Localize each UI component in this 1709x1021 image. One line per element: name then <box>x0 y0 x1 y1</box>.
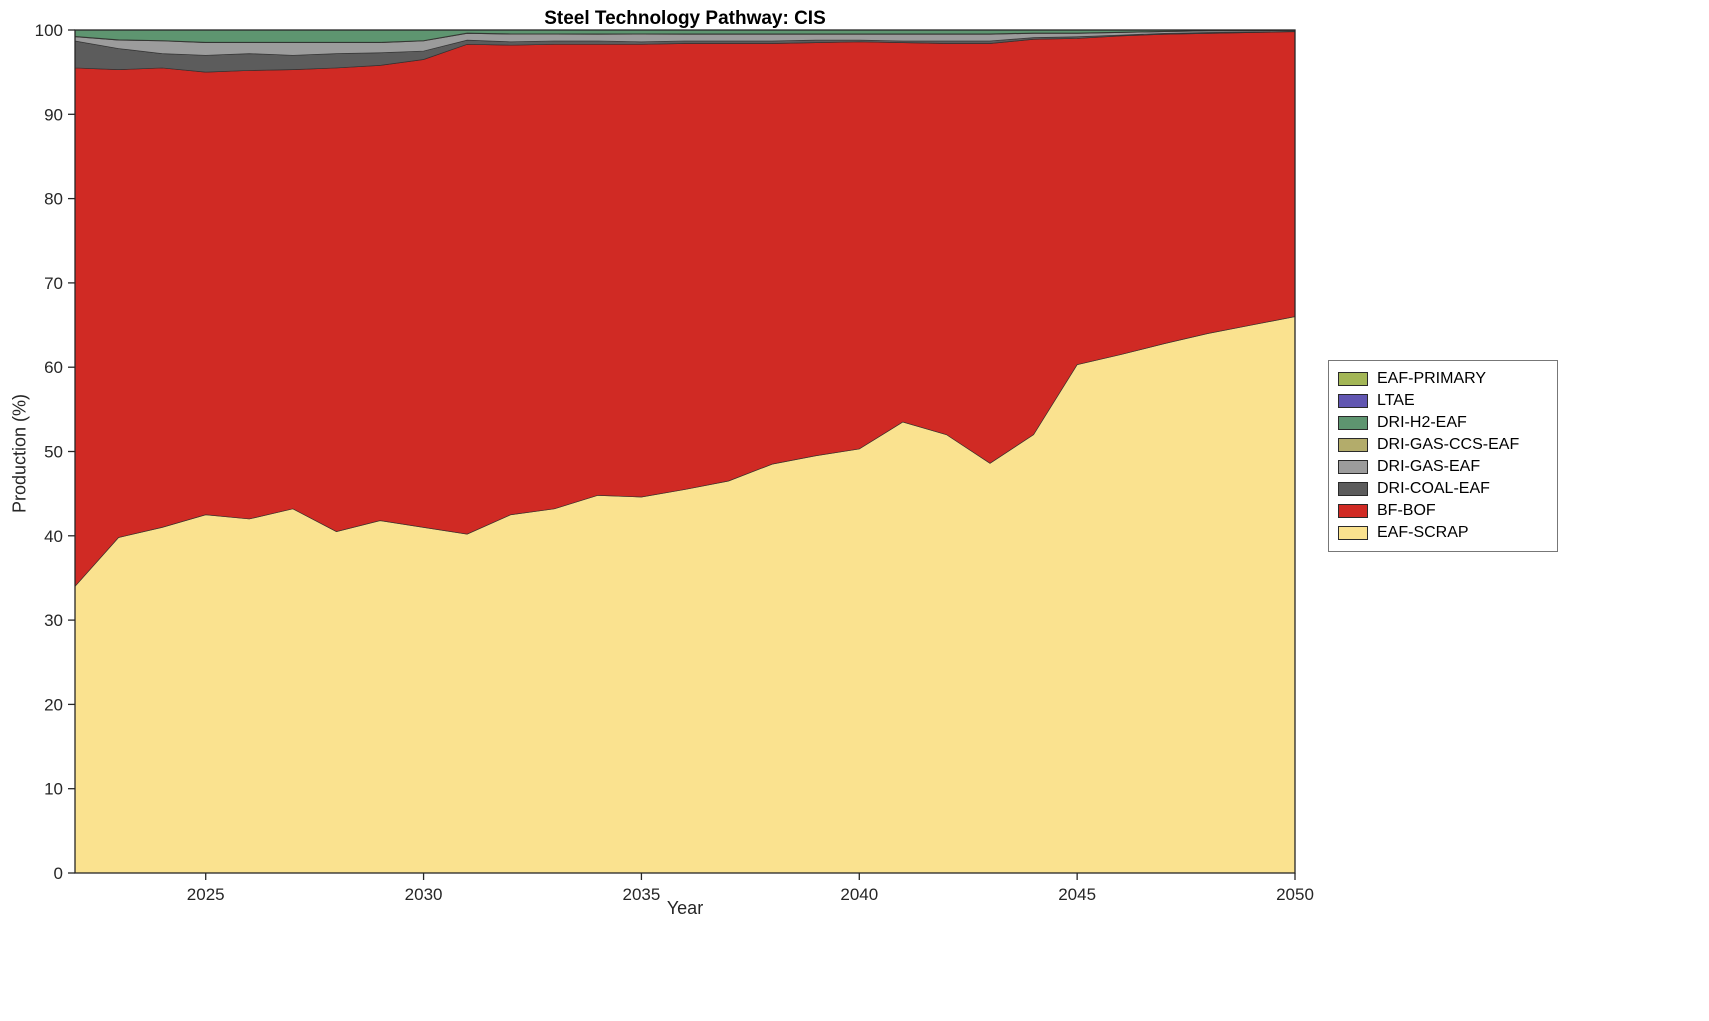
legend-swatch <box>1338 460 1368 474</box>
legend-label: DRI-GAS-EAF <box>1377 458 1481 475</box>
x-tick-label: 2050 <box>1276 885 1314 904</box>
legend-label: DRI-COAL-EAF <box>1377 480 1490 497</box>
legend-label: LTAE <box>1377 392 1415 409</box>
legend-item-ltae: LTAE <box>1338 390 1548 412</box>
legend-swatch <box>1338 438 1368 452</box>
legend-swatch <box>1338 416 1368 430</box>
x-tick-label: 2035 <box>623 885 661 904</box>
y-tick-label: 20 <box>44 695 63 714</box>
legend-item-eaf-primary: EAF-PRIMARY <box>1338 368 1548 390</box>
legend-label: EAF-PRIMARY <box>1377 370 1487 387</box>
legend-swatch <box>1338 394 1368 408</box>
legend-label: BF-BOF <box>1377 502 1436 519</box>
legend-label: DRI-H2-EAF <box>1377 414 1467 431</box>
y-tick-label: 100 <box>35 21 63 40</box>
y-tick-label: 30 <box>44 611 63 630</box>
y-tick-label: 40 <box>44 527 63 546</box>
legend-item-eaf-scrap: EAF-SCRAP <box>1338 522 1548 544</box>
legend-item-bf-bof: BF-BOF <box>1338 500 1548 522</box>
legend-swatch <box>1338 504 1368 518</box>
y-tick-label: 60 <box>44 358 63 377</box>
legend-label: DRI-GAS-CCS-EAF <box>1377 436 1520 453</box>
y-tick-label: 80 <box>44 190 63 209</box>
legend-item-dri-coal-eaf: DRI-COAL-EAF <box>1338 478 1548 500</box>
legend-item-dri-gas-eaf: DRI-GAS-EAF <box>1338 456 1548 478</box>
legend-label: EAF-SCRAP <box>1377 524 1469 541</box>
x-tick-label: 2040 <box>840 885 878 904</box>
y-axis-label: Production (%) <box>9 393 30 514</box>
x-tick-label: 2045 <box>1058 885 1096 904</box>
legend-swatch <box>1338 482 1368 496</box>
y-tick-label: 10 <box>44 780 63 799</box>
x-tick-label: 2030 <box>405 885 443 904</box>
y-tick-label: 70 <box>44 274 63 293</box>
legend-item-dri-gas-ccs-eaf: DRI-GAS-CCS-EAF <box>1338 434 1548 456</box>
x-tick-label: 2025 <box>187 885 225 904</box>
legend: EAF-PRIMARY LTAE DRI-H2-EAF DRI-GAS-CCS-EAF… <box>1328 360 1558 552</box>
y-tick-label: 50 <box>44 443 63 462</box>
x-axis-label: Year <box>666 898 704 918</box>
legend-swatch <box>1338 372 1368 386</box>
chart-title: Steel Technology Pathway: CIS <box>544 8 826 29</box>
y-tick-label: 90 <box>44 105 63 124</box>
legend-item-dri-h2-eaf: DRI-H2-EAF <box>1338 412 1548 434</box>
legend-swatch <box>1338 526 1368 540</box>
y-tick-label: 0 <box>54 864 63 883</box>
